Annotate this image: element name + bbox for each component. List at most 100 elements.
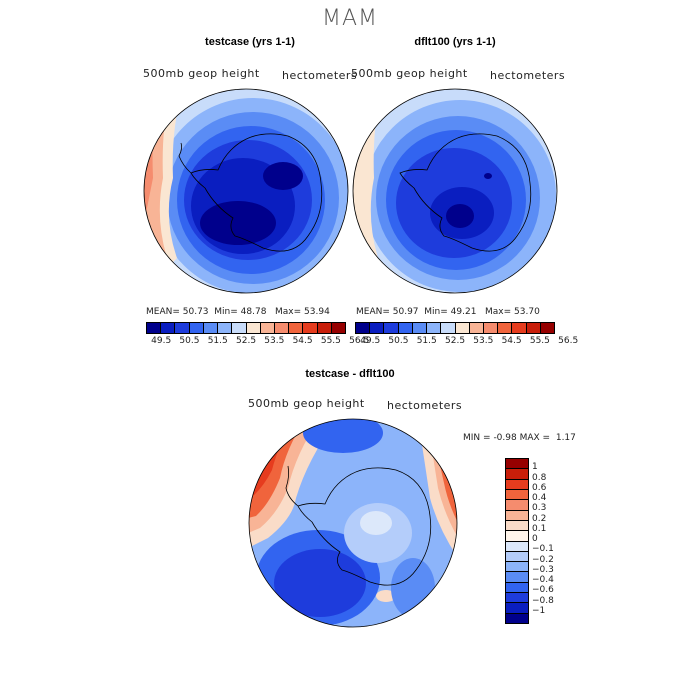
panel-2-stats: MEAN= 50.97 Min= 49.21 Max= 53.70 xyxy=(356,307,540,317)
panel-1-colorbar-swatch xyxy=(246,323,261,333)
diff-colorbar-swatch xyxy=(506,593,528,604)
diff-colorbar-labels: 1 0.8 0.6 0.4 0.3 0.2 0.1 0 −0.1 −0.2 −0.3 −0.4 −0.6… xyxy=(532,458,572,622)
diff-min-label: MIN = xyxy=(463,433,491,443)
diff-colorbar-swatch xyxy=(506,531,528,542)
diff-colorbar-tick-label: −0.3 xyxy=(532,564,554,575)
diff-colorbar-swatch xyxy=(506,479,528,490)
diff-colorbar-swatch xyxy=(506,562,528,573)
diff-panel-units-label: hectometers xyxy=(387,399,463,412)
diff-panel-title: testcase - dflt100 xyxy=(305,368,395,380)
panel-1-title: testcase (yrs 1-1) xyxy=(205,36,295,48)
panel-2-variable-label: 500mb geop height xyxy=(351,67,468,80)
diff-max: 1.17 xyxy=(555,433,576,443)
panel-1-colorbar-swatch xyxy=(161,323,176,333)
panel-1-colorbar-swatch xyxy=(260,323,275,333)
panel-1-max-label: Max= xyxy=(275,307,302,317)
panel-2-colorbar-tick-label: 52.5 xyxy=(445,336,466,346)
diff-colorbar-tick-label: −0.1 xyxy=(532,544,554,555)
panel-1-colorbar-tick-label: 49.5 xyxy=(151,336,172,346)
panel-1-units-label: hectometers xyxy=(282,69,358,82)
panel-2-min-label: Min= xyxy=(424,307,448,317)
diff-panel-variable-label: 500mb geop height xyxy=(248,397,365,410)
panel-2-colorbar-swatch xyxy=(427,323,442,333)
panel-2-colorbar-tick-label: 55.5 xyxy=(529,336,550,346)
diff-colorbar-tick-label: 0.8 xyxy=(532,472,547,483)
panel-2-colorbar-swatch xyxy=(370,323,385,333)
panel-1-map xyxy=(143,88,349,294)
panel-2-colorbar-tick-label: 53.5 xyxy=(473,336,494,346)
panel-1-colorbar-tick-label: 54.5 xyxy=(292,336,313,346)
panel-2-colorbar-swatch xyxy=(469,323,484,333)
diff-colorbar-swatch xyxy=(506,520,528,532)
diff-max-label: MAX = xyxy=(519,433,551,443)
diff-panel-map xyxy=(248,418,458,628)
panel-2-colorbar-tick-label: 54.5 xyxy=(501,336,522,346)
panel-2-max: 53.70 xyxy=(514,307,540,317)
diff-colorbar-tick-label: −0.6 xyxy=(532,585,554,596)
panel-1-colorbar-tick-label: 50.5 xyxy=(179,336,200,346)
panel-1-variable-label: 500mb geop height xyxy=(143,67,260,80)
diff-colorbar-swatch xyxy=(506,510,528,521)
panel-2-title: dflt100 (yrs 1-1) xyxy=(414,36,496,48)
panel-1-colorbar-swatch xyxy=(317,323,332,333)
main-title: MAM xyxy=(321,6,378,31)
diff-colorbar-tick-label: 0.4 xyxy=(532,493,547,503)
diff-colorbar-swatch xyxy=(506,541,528,552)
panel-1-colorbar xyxy=(146,322,346,334)
panel-1-colorbar-labels: 49.5 50.5 51.5 52.5 53.5 54.5 55.5 56.5 xyxy=(146,336,369,348)
panel-1-min: 48.78 xyxy=(240,307,267,317)
panel-1-colorbar-swatch xyxy=(232,323,247,333)
panel-2-colorbar-swatch xyxy=(512,323,527,333)
diff-colorbar-tick-label: −0.2 xyxy=(532,554,554,565)
panel-1-colorbar-tick-label: 51.5 xyxy=(207,336,228,346)
panel-2-colorbar-swatch xyxy=(483,323,499,333)
panel-2-colorbar-swatch xyxy=(398,323,413,333)
diff-colorbar-swatch xyxy=(506,469,528,480)
diff-colorbar-swatch xyxy=(506,489,528,501)
diff-colorbar-tick-label: −1 xyxy=(532,605,546,616)
diff-colorbar-swatch xyxy=(506,582,528,594)
diff-colorbar-tick-label: 0.1 xyxy=(532,523,547,534)
panel-2-colorbar-labels: 49.5 50.5 51.5 52.5 53.5 54.5 55.5 56.5 xyxy=(355,336,578,348)
panel-1-colorbar-swatch xyxy=(175,323,190,333)
panel-2-max-label: Max= xyxy=(485,307,512,317)
panel-2-colorbar-swatch xyxy=(498,323,513,333)
panel-2-colorbar xyxy=(355,322,555,334)
diff-colorbar xyxy=(505,458,529,624)
panel-2-min: 49.21 xyxy=(450,307,477,317)
diff-panel-stats: MIN = -0.98 MAX = 1.17 xyxy=(463,433,576,443)
panel-1-mean: 50.73 xyxy=(182,307,209,317)
diff-colorbar-swatch xyxy=(506,459,528,470)
panel-2-colorbar-tick-label: 51.5 xyxy=(416,336,437,346)
panel-1-min-label: Min= xyxy=(214,307,238,317)
panel-2-mean: 50.97 xyxy=(392,307,419,317)
panel-2-units-label: hectometers xyxy=(490,69,566,82)
panel-2-colorbar-swatch xyxy=(412,323,428,333)
diff-colorbar-swatch xyxy=(506,500,528,511)
diff-colorbar-swatch xyxy=(506,603,528,614)
panel-2-colorbar-swatch xyxy=(455,323,470,333)
panel-1-colorbar-swatch xyxy=(203,323,219,333)
diff-colorbar-swatch xyxy=(506,613,528,623)
diff-colorbar-tick-label: 1 xyxy=(532,462,538,473)
panel-2-colorbar-swatch xyxy=(540,323,555,333)
panel-1-stats: MEAN= 50.73 Min= 48.78 Max= 53.94 xyxy=(146,307,330,317)
panel-1-colorbar-swatch xyxy=(331,323,346,333)
panel-2-colorbar-swatch xyxy=(526,323,541,333)
panel-1-colorbar-swatch xyxy=(218,323,233,333)
diff-colorbar-swatch xyxy=(506,572,528,583)
panel-2-colorbar-tick-label: 50.5 xyxy=(388,336,409,346)
diff-colorbar-tick-label: 0.2 xyxy=(532,513,547,524)
panel-2-colorbar-swatch xyxy=(384,323,399,333)
panel-1-colorbar-swatch xyxy=(274,323,290,333)
panel-2-colorbar-tick-label: 56.5 xyxy=(558,336,579,346)
panel-1-mean-label: MEAN= xyxy=(146,307,180,317)
panel-2-map xyxy=(352,88,558,294)
panel-1-colorbar-tick-label: 53.5 xyxy=(264,336,285,346)
diff-colorbar-tick-label: −0.4 xyxy=(532,575,554,585)
panel-1-colorbar-tick-label: 55.5 xyxy=(320,336,341,346)
panel-1-colorbar-swatch xyxy=(147,323,162,333)
diff-colorbar-tick-label: 0.3 xyxy=(532,503,547,514)
panel-1-colorbar-swatch xyxy=(189,323,204,333)
panel-1-colorbar-tick-label: 52.5 xyxy=(236,336,257,346)
